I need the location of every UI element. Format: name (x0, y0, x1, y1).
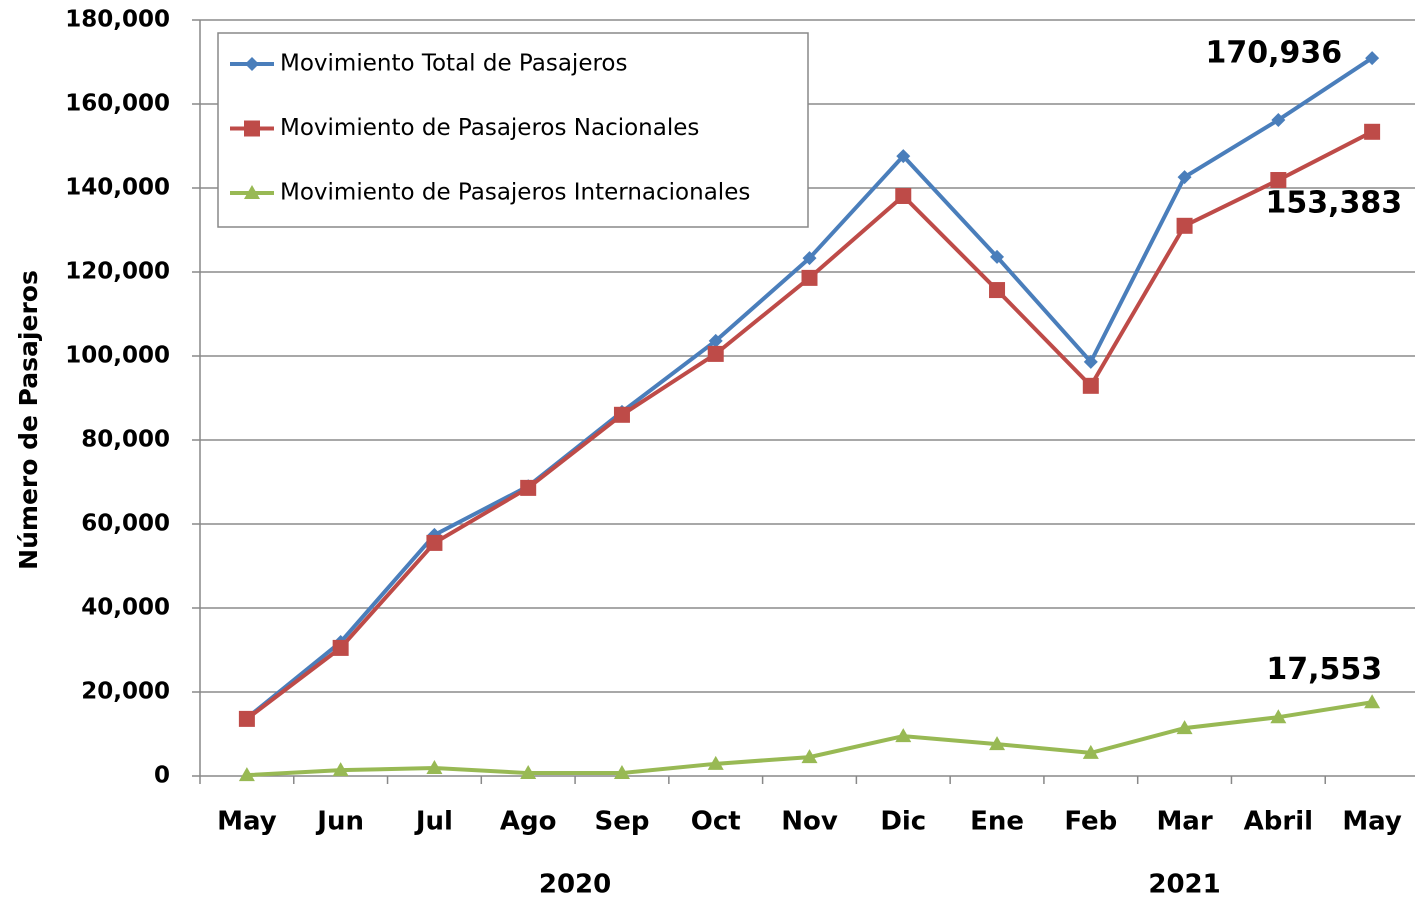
x-tick-label: Abril (1244, 807, 1313, 837)
year-label: 2020 (539, 870, 611, 900)
marker (244, 120, 260, 137)
marker (1365, 51, 1380, 66)
marker (896, 149, 911, 164)
marker (801, 749, 818, 764)
marker (426, 534, 443, 551)
y-tick-label: 140,000 (65, 175, 170, 201)
marker (426, 760, 443, 775)
value-label: 17,553 (1266, 652, 1382, 687)
x-tick-label: Feb (1064, 807, 1117, 837)
marker (238, 710, 255, 727)
x-tick-label: Jul (414, 807, 453, 837)
series-line (246, 700, 1373, 778)
x-tick-label: Sep (594, 807, 649, 837)
marker (895, 187, 912, 204)
value-label: 153,383 (1265, 185, 1402, 220)
marker (1364, 694, 1381, 709)
x-tick-label: Ene (970, 807, 1024, 837)
value-label: 170,936 (1205, 36, 1342, 71)
marker (1176, 720, 1193, 735)
legend-label: Movimiento de Pasajeros Nacionales (280, 115, 699, 141)
marker (990, 249, 1005, 264)
y-tick-label: 100,000 (65, 343, 170, 369)
marker (1083, 354, 1098, 369)
y-tick-label: 60,000 (81, 511, 170, 537)
year-label: 2021 (1148, 870, 1220, 900)
marker (989, 282, 1006, 299)
marker (1082, 744, 1099, 759)
marker (801, 269, 818, 286)
marker (332, 639, 349, 656)
marker (1177, 170, 1192, 185)
marker (989, 736, 1006, 751)
marker (1270, 709, 1287, 724)
y-tick-label: 160,000 (65, 91, 170, 117)
x-tick-label: Oct (691, 807, 741, 837)
marker (238, 767, 255, 782)
marker (707, 755, 724, 770)
x-tick-label: Ago (500, 807, 557, 837)
marker (1082, 377, 1099, 394)
y-tick-label: 20,000 (81, 679, 170, 705)
legend-label: Movimiento de Pasajeros Internacionales (280, 180, 750, 206)
y-tick-label: 180,000 (65, 7, 170, 33)
x-tick-label: Mar (1156, 807, 1212, 837)
y-tick-label: 40,000 (81, 595, 170, 621)
marker (708, 333, 723, 348)
y-tick-label: 80,000 (81, 427, 170, 453)
legend: Movimiento Total de Pasajeros Movimiento … (217, 32, 809, 228)
marker (802, 251, 817, 266)
marker (520, 479, 537, 496)
marker (1271, 112, 1286, 127)
legend-label: Movimiento Total de Pasajeros (280, 51, 627, 77)
marker (520, 765, 537, 780)
marker (1364, 123, 1381, 140)
marker (707, 345, 724, 362)
x-tick-label: May (1342, 807, 1402, 837)
legend-box (217, 32, 809, 228)
marker (613, 765, 630, 780)
marker (895, 728, 912, 743)
marker (244, 185, 260, 199)
y-axis-title: Número de Pasajeros (14, 270, 43, 570)
y-tick-label: 120,000 (65, 259, 170, 285)
y-tick-label: 0 (154, 763, 170, 789)
x-tick-label: May (217, 807, 277, 837)
marker (1270, 172, 1287, 189)
x-tick-label: Jun (315, 807, 364, 837)
marker (613, 406, 630, 423)
marker (1176, 217, 1193, 234)
marker (332, 762, 349, 777)
x-tick-label: Dic (880, 807, 926, 837)
marker (245, 57, 259, 71)
x-tick-label: Nov (781, 807, 838, 837)
